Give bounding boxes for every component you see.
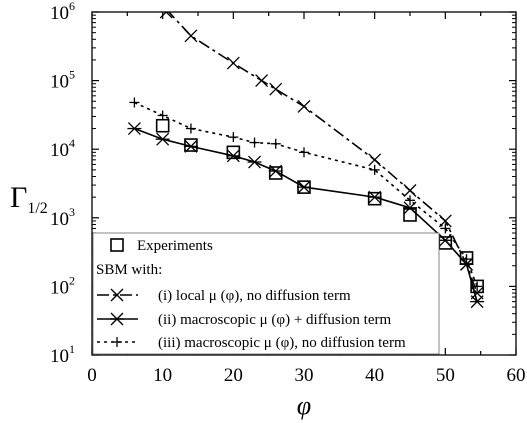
x-tick-label: 0 bbox=[87, 365, 97, 386]
y-tick-label-exponent: 1 bbox=[69, 342, 75, 356]
y-tick-label: 102 bbox=[50, 273, 75, 298]
y-tick-label: 104 bbox=[50, 136, 75, 161]
y-tick-label-base: 10 bbox=[50, 140, 69, 161]
data-point bbox=[440, 223, 451, 234]
data-point-stroke bbox=[269, 82, 283, 96]
data-point bbox=[247, 155, 262, 169]
x-tick-labels: 0 10 20 30 40 50 60 bbox=[87, 365, 525, 386]
legend-marker bbox=[110, 288, 124, 302]
y-axis-title: Γ1/2 bbox=[10, 181, 48, 217]
series-3 bbox=[127, 122, 485, 309]
legend-label: (iii) macroscopic μ (φ), no diffusion te… bbox=[158, 335, 406, 351]
legend-box bbox=[92, 232, 440, 355]
data-point-stroke bbox=[403, 184, 417, 197]
series-2 bbox=[159, 12, 484, 300]
data-point bbox=[157, 110, 168, 121]
legend: Experiments (i) local μ (φ), no diffusion… bbox=[92, 232, 440, 355]
x-tick-label: 30 bbox=[295, 365, 314, 386]
data-point bbox=[297, 99, 311, 113]
data-point-stroke bbox=[165, 12, 173, 19]
y-tick-label: 105 bbox=[50, 68, 75, 93]
data-point bbox=[155, 132, 170, 146]
data-point bbox=[270, 138, 281, 149]
data-point-stroke bbox=[368, 153, 382, 167]
y-tick-label: 103 bbox=[50, 205, 75, 230]
legend-marker bbox=[110, 312, 124, 326]
data-point bbox=[129, 97, 140, 108]
data-point bbox=[155, 118, 170, 133]
legend-entry-1: Experiments bbox=[110, 238, 213, 254]
legend-entry-2: (i) local μ (φ), no diffusion term bbox=[97, 288, 351, 304]
data-point-stroke bbox=[184, 29, 198, 43]
data-point bbox=[226, 149, 241, 163]
data-point bbox=[159, 12, 173, 19]
data-point bbox=[269, 82, 283, 96]
series-layer bbox=[127, 12, 485, 309]
data-point bbox=[403, 184, 417, 197]
legend-marker bbox=[112, 337, 122, 347]
x-tick-label: 60 bbox=[507, 365, 526, 386]
data-point bbox=[183, 139, 198, 153]
series-4-line bbox=[134, 101, 478, 287]
data-point bbox=[461, 254, 472, 265]
y-tick-label-base: 10 bbox=[50, 277, 69, 298]
y-tick-label-exponent: 3 bbox=[69, 205, 75, 219]
data-point bbox=[127, 122, 142, 136]
data-point bbox=[249, 137, 260, 148]
data-point bbox=[367, 190, 382, 204]
x-tick-label: 40 bbox=[365, 365, 384, 386]
series-4 bbox=[129, 97, 483, 292]
legend-entry-4: (iii) macroscopic μ (φ), no diffusion te… bbox=[97, 335, 406, 351]
data-point bbox=[226, 56, 240, 70]
y-tick-label-base: 10 bbox=[50, 3, 69, 24]
x-axis-title: φ bbox=[297, 391, 311, 420]
y-axis-title-main: Γ bbox=[10, 181, 27, 214]
data-point bbox=[268, 166, 283, 180]
data-point bbox=[438, 233, 453, 247]
data-point bbox=[185, 123, 196, 134]
data-point bbox=[470, 295, 485, 309]
data-point bbox=[226, 145, 241, 160]
data-point bbox=[297, 180, 311, 194]
legend-items: Experiments (i) local μ (φ), no diffusion… bbox=[97, 238, 406, 351]
y-tick-label-base: 10 bbox=[50, 72, 69, 93]
y-tick-label: 101 bbox=[50, 342, 75, 367]
data-point-stroke bbox=[297, 99, 311, 113]
data-point bbox=[459, 257, 474, 271]
legend-label: Experiments bbox=[137, 238, 213, 254]
x-tick-label: 10 bbox=[153, 365, 172, 386]
legend-label: (ii) macroscopic μ (φ) + diffusion term bbox=[158, 312, 391, 328]
data-point bbox=[438, 236, 453, 250]
data-point bbox=[403, 208, 417, 222]
data-point bbox=[255, 74, 269, 88]
data-point bbox=[369, 164, 380, 175]
y-axis-title-subscript: 1/2 bbox=[27, 200, 47, 217]
legend-label: (i) local μ (φ), no diffusion term bbox=[158, 288, 351, 304]
y-tick-label-exponent: 2 bbox=[69, 273, 75, 287]
legend-marker-stroke bbox=[110, 288, 124, 302]
x-tick-label: 20 bbox=[224, 365, 243, 386]
data-point bbox=[268, 164, 283, 178]
y-tick-label: 106 bbox=[50, 0, 75, 24]
data-point-stroke bbox=[159, 12, 168, 19]
data-point bbox=[184, 29, 198, 43]
data-point bbox=[228, 132, 239, 143]
data-point-stroke bbox=[255, 74, 269, 88]
data-point-stroke bbox=[226, 56, 240, 70]
data-point bbox=[368, 153, 382, 167]
data-point bbox=[405, 195, 415, 206]
data-point bbox=[299, 147, 309, 158]
legend-group-heading: SBM with: bbox=[96, 262, 162, 278]
y-tick-label-exponent: 4 bbox=[69, 136, 75, 150]
y-tick-label-base: 10 bbox=[50, 346, 69, 367]
y-tick-label-exponent: 5 bbox=[69, 68, 75, 82]
x-tick-label: 50 bbox=[436, 365, 455, 386]
data-point bbox=[472, 281, 483, 292]
legend-entry-3: (ii) macroscopic μ (φ) + diffusion term bbox=[97, 312, 391, 328]
y-tick-label-base: 10 bbox=[50, 209, 69, 230]
y-tick-label-exponent: 6 bbox=[69, 0, 75, 13]
legend-marker bbox=[110, 238, 124, 252]
